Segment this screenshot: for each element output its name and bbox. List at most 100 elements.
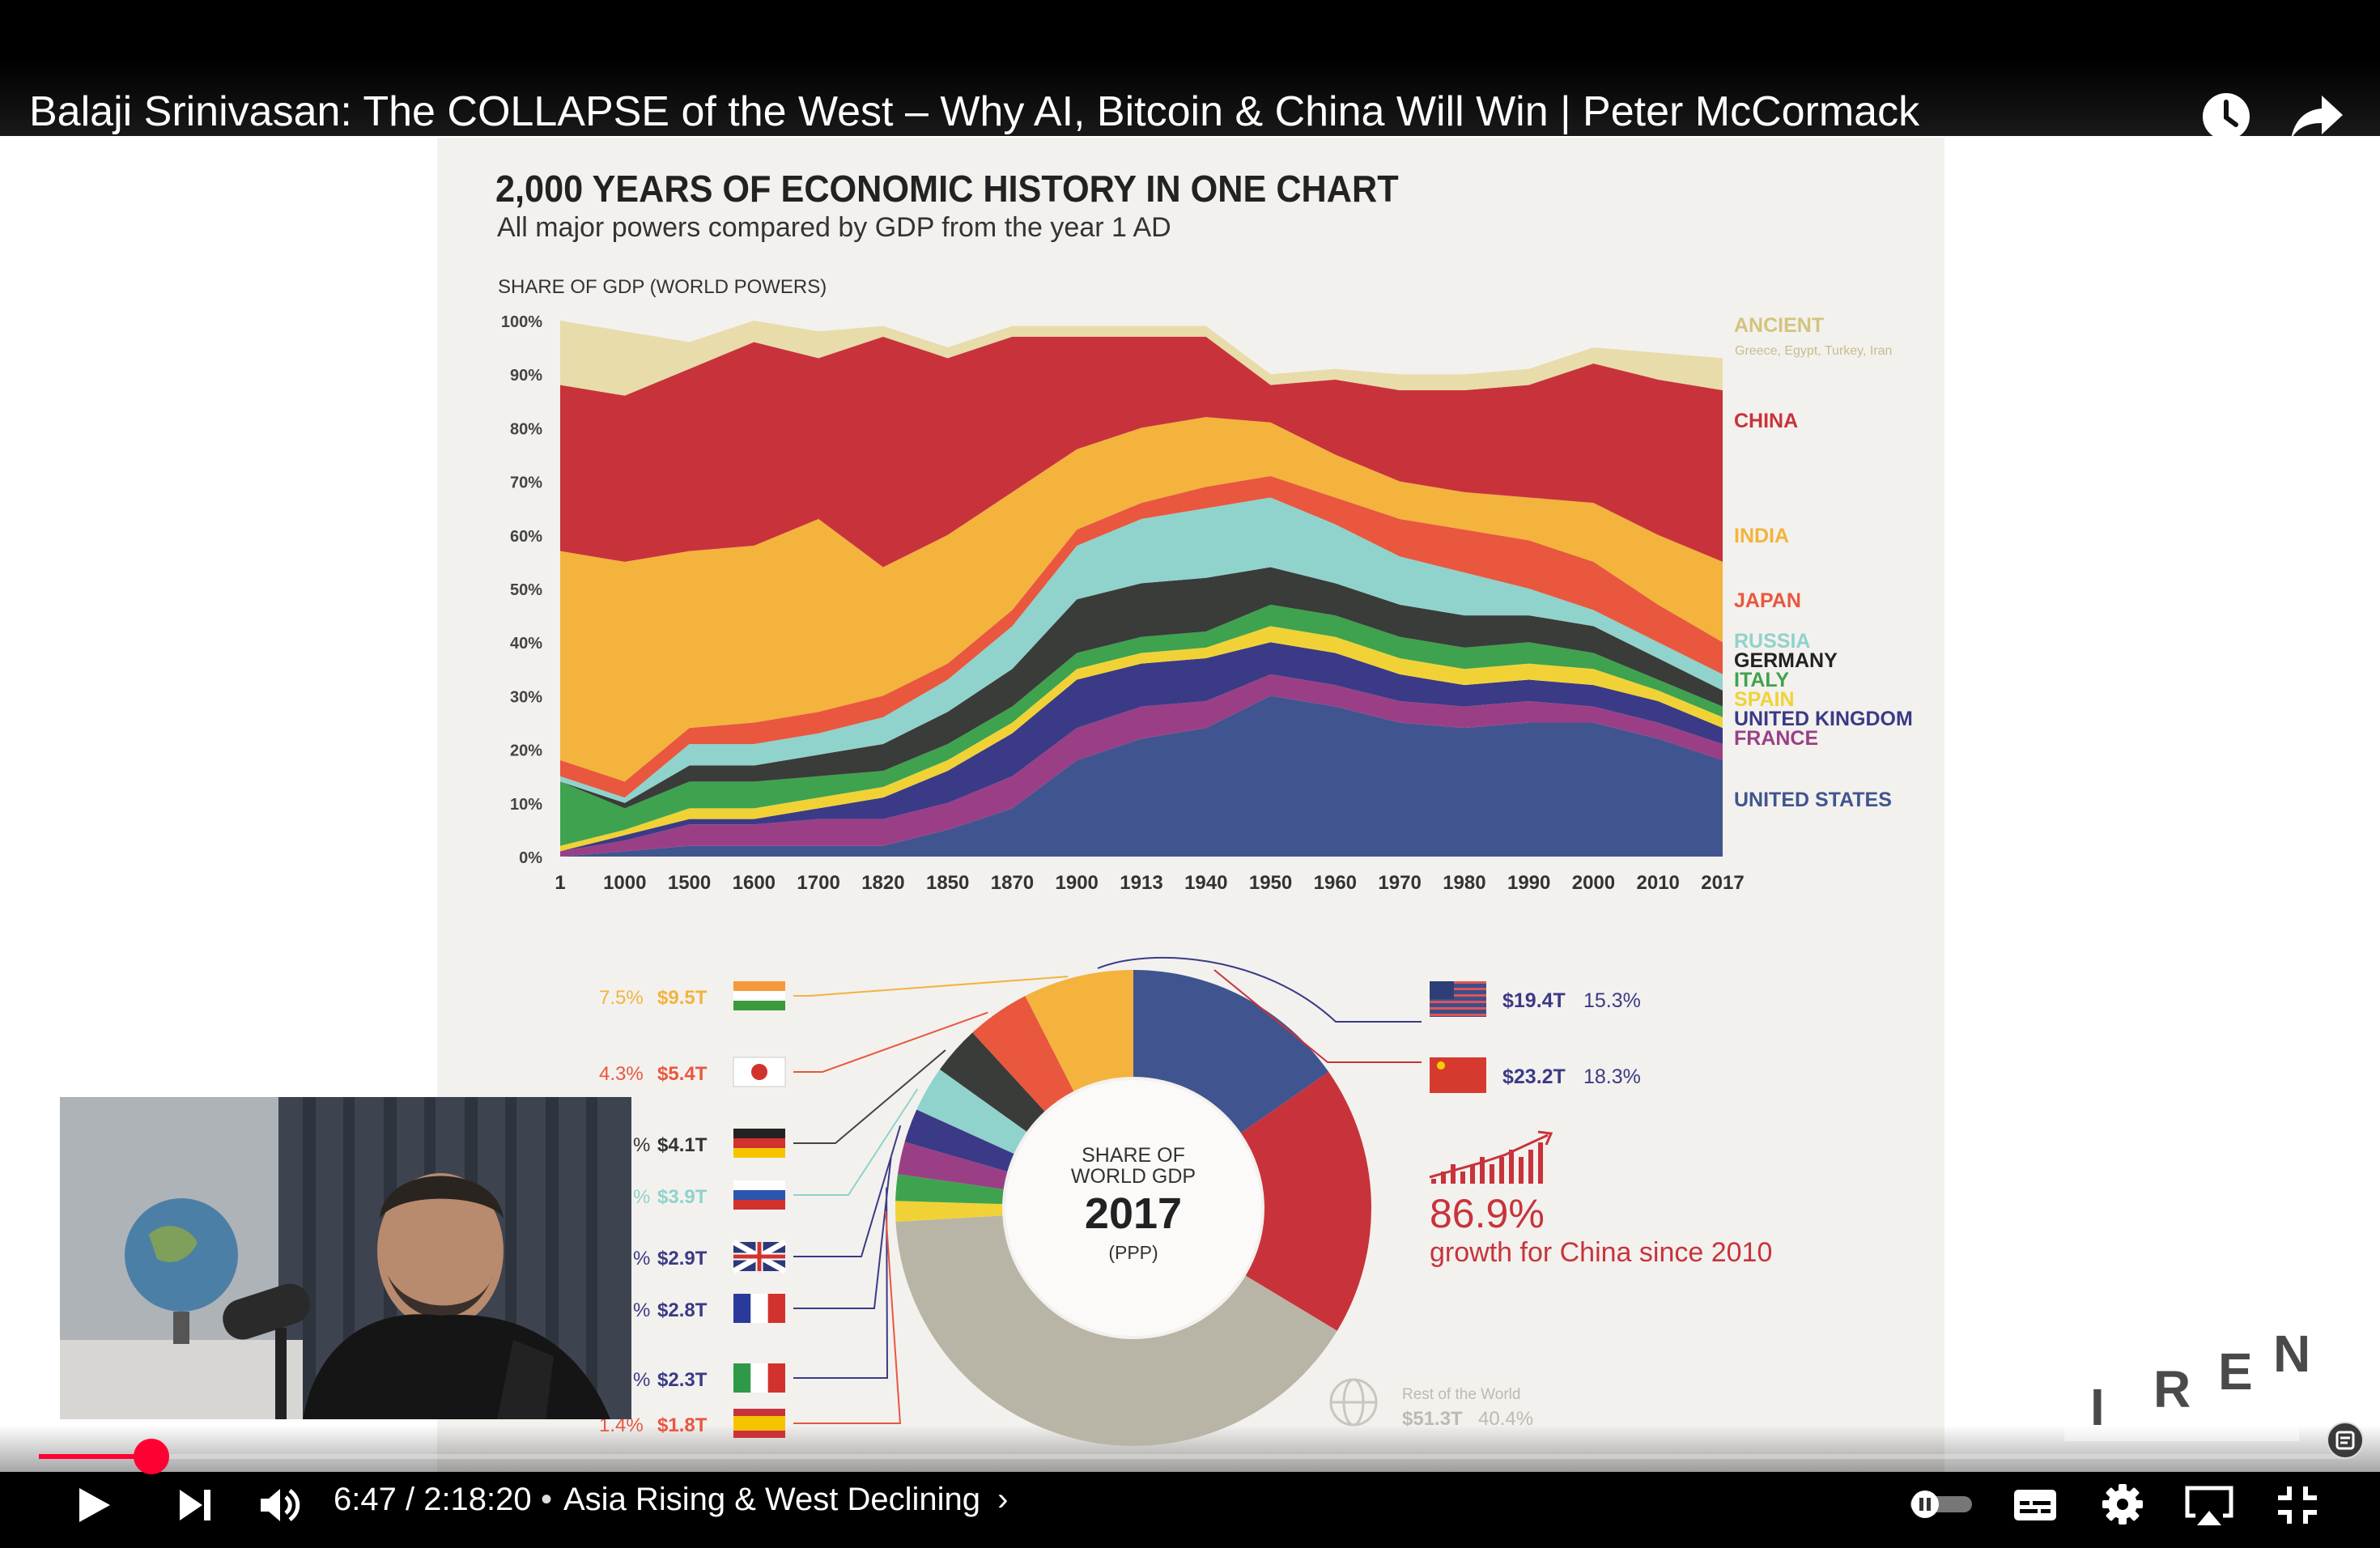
gdp-label-india: $9.5T: [657, 987, 708, 1009]
next-button[interactable]: [175, 1486, 215, 1524]
autoplay-toggle-icon: [1910, 1491, 1972, 1518]
globe-icon: [1329, 1378, 1378, 1427]
x-tick-label: 1870: [991, 872, 1034, 894]
watch-later-button[interactable]: [2200, 91, 2252, 142]
chapter-button[interactable]: Asia Rising & West Declining ›: [563, 1482, 1008, 1518]
watermark-letter-r: R: [2153, 1360, 2191, 1418]
x-tick-label: 1500: [668, 872, 711, 894]
watermark-letter-e: E: [2218, 1342, 2253, 1401]
top-gradient: [0, 58, 2380, 136]
x-tick-label: 1990: [1507, 872, 1550, 894]
y-tick-label: 40%: [510, 635, 542, 653]
united-states-flag-icon: [1430, 981, 1486, 1017]
controls-bar-bg: [0, 1472, 2380, 1548]
play-button[interactable]: [73, 1485, 113, 1525]
share-icon: [2291, 96, 2343, 139]
donut-slice-india: [1025, 970, 1133, 1091]
area-series-germany: [560, 567, 1723, 809]
rest-of-world-label: Rest of the World: [1402, 1386, 1520, 1403]
legend-japan: JAPAN: [1734, 589, 1801, 612]
transcript-button[interactable]: [2327, 1422, 2364, 1459]
x-tick-label: 1970: [1378, 872, 1421, 894]
iren-watermark: I R E N: [2064, 1325, 2307, 1441]
subtitles-icon: [2014, 1490, 2056, 1520]
donut-slice-russia: [916, 1069, 1027, 1155]
legend-spain: SPAIN: [1734, 688, 1795, 711]
donut-center-basis: (PPP): [1108, 1242, 1158, 1263]
x-tick-label: 1950: [1249, 872, 1292, 894]
autoplay-toggle[interactable]: [1907, 1490, 1975, 1519]
connector-india: [793, 976, 1069, 997]
x-tick-label: 1850: [926, 872, 969, 894]
donut-slice-united-kingdom: [904, 1109, 1014, 1172]
gdp-label-japan: $5.4T: [657, 1063, 708, 1085]
pct-label-germany: %: [633, 1134, 650, 1156]
donut-center-title: SHARE OF WORLD GDP: [1070, 1144, 1196, 1188]
connector-china: [1213, 969, 1422, 1063]
y-tick-label: 100%: [501, 313, 542, 331]
gdp-label-spain: $1.8T: [657, 1414, 708, 1436]
time-separator: •: [541, 1482, 553, 1517]
x-tick-label: 1820: [861, 872, 904, 894]
area-series-spain: [560, 626, 1723, 852]
gdp-label-china: $23.2T: [1502, 1065, 1566, 1088]
italy-flag-icon: [733, 1363, 785, 1393]
share-button[interactable]: [2289, 91, 2344, 142]
pct-label-russia: %: [633, 1186, 650, 1208]
exit-fullscreen-button[interactable]: [2276, 1485, 2318, 1525]
area-series-united-states: [560, 695, 1723, 857]
progress-scrubber[interactable]: [134, 1439, 170, 1474]
airplay-button[interactable]: [2184, 1485, 2234, 1527]
pct-label-china: 18.3%: [1583, 1065, 1641, 1088]
japan-flag-icon: [733, 1057, 786, 1087]
gear-icon: [2102, 1484, 2143, 1525]
progress-track[interactable]: [39, 1454, 2341, 1459]
donut-slice-rest-of-the-world: [895, 1215, 1337, 1446]
donut-slice-china: [1240, 1071, 1371, 1331]
gdp-label-united-kingdom: $2.9T: [657, 1248, 708, 1269]
area-series-italy: [560, 604, 1723, 846]
y-tick-label: 60%: [510, 528, 542, 546]
y-tick-label: 80%: [510, 420, 542, 438]
pct-label-italy: %: [633, 1369, 650, 1391]
france-flag-icon: [733, 1294, 785, 1323]
gdp-label-germany: $4.1T: [657, 1134, 708, 1156]
donut-slice-italy: [895, 1174, 1004, 1205]
connector-russia: [793, 1088, 919, 1196]
rest-of-world-pct: 40.4%: [1478, 1408, 1533, 1430]
connector-united-kingdom: [793, 1125, 902, 1257]
area-series-russia: [560, 497, 1723, 803]
x-tick-label: 1960: [1314, 872, 1357, 894]
x-tick-label: 1913: [1120, 872, 1162, 894]
pct-label-united-kingdom: %: [633, 1248, 650, 1269]
legend-united-kingdom: UNITED KINGDOM: [1734, 708, 1913, 730]
donut-center-year: 2017: [1084, 1189, 1183, 1238]
connector-france: [793, 1157, 892, 1309]
slide-headline: 2,000 YEARS OF ECONOMIC HISTORY IN ONE C…: [495, 168, 1399, 210]
transcript-icon: [2327, 1422, 2364, 1459]
legend-france: FRANCE: [1734, 727, 1818, 750]
growth-callout-text: growth for China since 2010: [1430, 1237, 1773, 1268]
pct-label-france: %: [633, 1299, 650, 1321]
legend-ancient-note: Greece, Egypt, Turkey, Iran: [1735, 344, 1892, 358]
connector-spain: [793, 1211, 902, 1424]
volume-button[interactable]: [257, 1485, 303, 1525]
video-title[interactable]: Balaji Srinivasan: The COLLAPSE of the W…: [29, 88, 1920, 135]
x-tick-label: 1980: [1443, 872, 1485, 894]
connector-united-states: [1097, 956, 1422, 1023]
webcam-overlay: [60, 1097, 631, 1419]
settings-button[interactable]: [2102, 1483, 2144, 1525]
connector-italy: [793, 1187, 889, 1379]
chevron-right-icon: ›: [997, 1482, 1009, 1517]
gdp-label-united-states: $19.4T: [1502, 989, 1566, 1012]
airplay-icon: [2185, 1486, 2233, 1525]
y-tick-label: 70%: [510, 474, 542, 492]
donut-slice-united-states: [1133, 970, 1329, 1133]
chapter-title: Asia Rising & West Declining: [563, 1482, 981, 1517]
x-tick-label: 2017: [1701, 872, 1744, 894]
watermark-letter-i: I: [2090, 1378, 2105, 1436]
donut-slice-france: [898, 1142, 1008, 1189]
subtitles-button[interactable]: [2012, 1486, 2058, 1524]
